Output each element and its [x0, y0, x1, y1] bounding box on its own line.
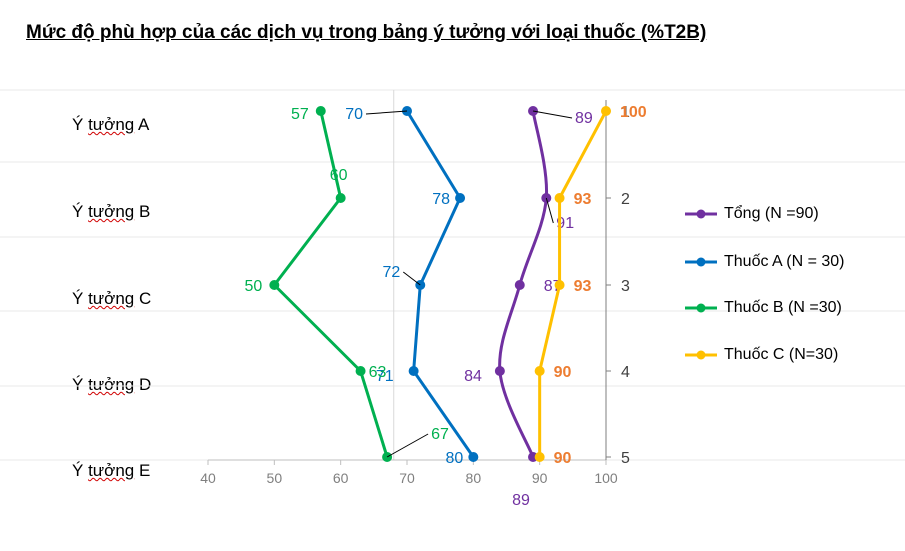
- idea-label-part: A: [134, 115, 150, 134]
- data-point: [554, 280, 565, 290]
- idea-label-part: D: [134, 375, 152, 394]
- series-line-3: [272, 110, 389, 458]
- data-point: [534, 366, 545, 376]
- data-label: 80: [446, 450, 464, 467]
- data-label-leader: [545, 197, 554, 224]
- legend-label: Thuốc C (N=30): [724, 346, 839, 363]
- data-point: [514, 280, 525, 290]
- category-tick-label: 4: [621, 364, 630, 381]
- idea-label-part: tưởng: [88, 115, 135, 134]
- data-label: 50: [245, 278, 263, 295]
- data-point: [534, 452, 545, 462]
- idea-label-part: C: [134, 289, 152, 308]
- data-label: 67: [431, 426, 449, 443]
- x-tick-label: 80: [466, 470, 482, 486]
- idea-label-part: B: [134, 202, 151, 221]
- idea-label-part: tưởng: [88, 289, 135, 308]
- x-tick-label: 40: [200, 470, 216, 486]
- legend-label: Thuốc A (N = 30): [724, 253, 845, 270]
- category-tick-label: 3: [621, 278, 630, 295]
- data-label: 60: [330, 167, 348, 184]
- data-point: [315, 106, 326, 116]
- data-label: 93: [574, 278, 592, 295]
- idea-label-part: tưởng: [88, 461, 135, 480]
- idea-label-part: Ý: [72, 289, 89, 308]
- data-point: [494, 366, 505, 376]
- data-label: 89: [512, 492, 530, 509]
- category-tick-label: 5: [621, 450, 630, 467]
- x-tick-label: 100: [594, 470, 618, 486]
- x-tick-label: 50: [267, 470, 283, 486]
- data-point: [554, 193, 565, 203]
- data-point: [269, 280, 280, 290]
- idea-label-part: Ý: [72, 461, 89, 480]
- x-tick-label: 60: [333, 470, 349, 486]
- idea-label-part: tưởng: [88, 375, 135, 394]
- data-label: 78: [432, 191, 450, 208]
- data-point: [335, 193, 346, 203]
- data-label-leader: [532, 110, 573, 119]
- legend-label: Thuốc B (N =30): [724, 299, 842, 316]
- idea-label: Ý tưởng C: [72, 289, 151, 309]
- x-tick-label: 70: [399, 470, 415, 486]
- data-label: 71: [376, 368, 394, 385]
- idea-label-part: Ý: [72, 375, 89, 394]
- idea-label: Ý tưởng A: [72, 115, 149, 135]
- data-label: 100: [620, 104, 647, 121]
- idea-label: Ý tưởng E: [72, 461, 150, 481]
- idea-label-part: E: [134, 461, 151, 480]
- idea-label: Ý tưởng D: [72, 375, 151, 395]
- legend-swatch: [685, 257, 717, 267]
- data-label: 90: [554, 364, 572, 381]
- data-point: [455, 193, 466, 203]
- data-label: 84: [464, 368, 482, 385]
- chart-title: Mức độ phù hợp của các dịch vụ trong bản…: [26, 22, 707, 43]
- data-label: 93: [574, 191, 592, 208]
- legend-item: Tổng (N =90): [684, 205, 819, 223]
- legend-swatch: [685, 303, 717, 313]
- data-point: [468, 452, 479, 462]
- data-label: 72: [382, 264, 400, 281]
- category-tick-label: 2: [621, 191, 630, 208]
- category-tick-label: 1: [621, 104, 630, 121]
- data-label: 89: [575, 110, 593, 127]
- legend-item: Thuốc A (N = 30): [684, 253, 845, 271]
- data-label: 70: [345, 106, 363, 123]
- data-point: [355, 366, 366, 376]
- legend-label: Tổng (N =90): [724, 205, 819, 222]
- data-label: 90: [554, 450, 572, 467]
- idea-label-part: Ý: [72, 115, 89, 134]
- data-label: 63: [369, 364, 387, 381]
- data-label-leader: [402, 271, 421, 286]
- data-label: 57: [291, 106, 309, 123]
- idea-label-part: tưởng: [88, 202, 135, 221]
- data-point: [601, 106, 611, 116]
- data-label-leader: [386, 433, 429, 458]
- legend-swatch: [685, 209, 717, 219]
- idea-label-part: Ý: [72, 202, 89, 221]
- legend-item: Thuốc B (N =30): [684, 299, 842, 317]
- x-tick-label: 90: [532, 470, 548, 486]
- legend-item: Thuốc C (N=30): [684, 346, 838, 364]
- data-label-leader: [365, 110, 408, 115]
- legend-swatch: [685, 350, 717, 360]
- idea-label: Ý tưởng B: [72, 202, 150, 222]
- data-point: [408, 366, 419, 376]
